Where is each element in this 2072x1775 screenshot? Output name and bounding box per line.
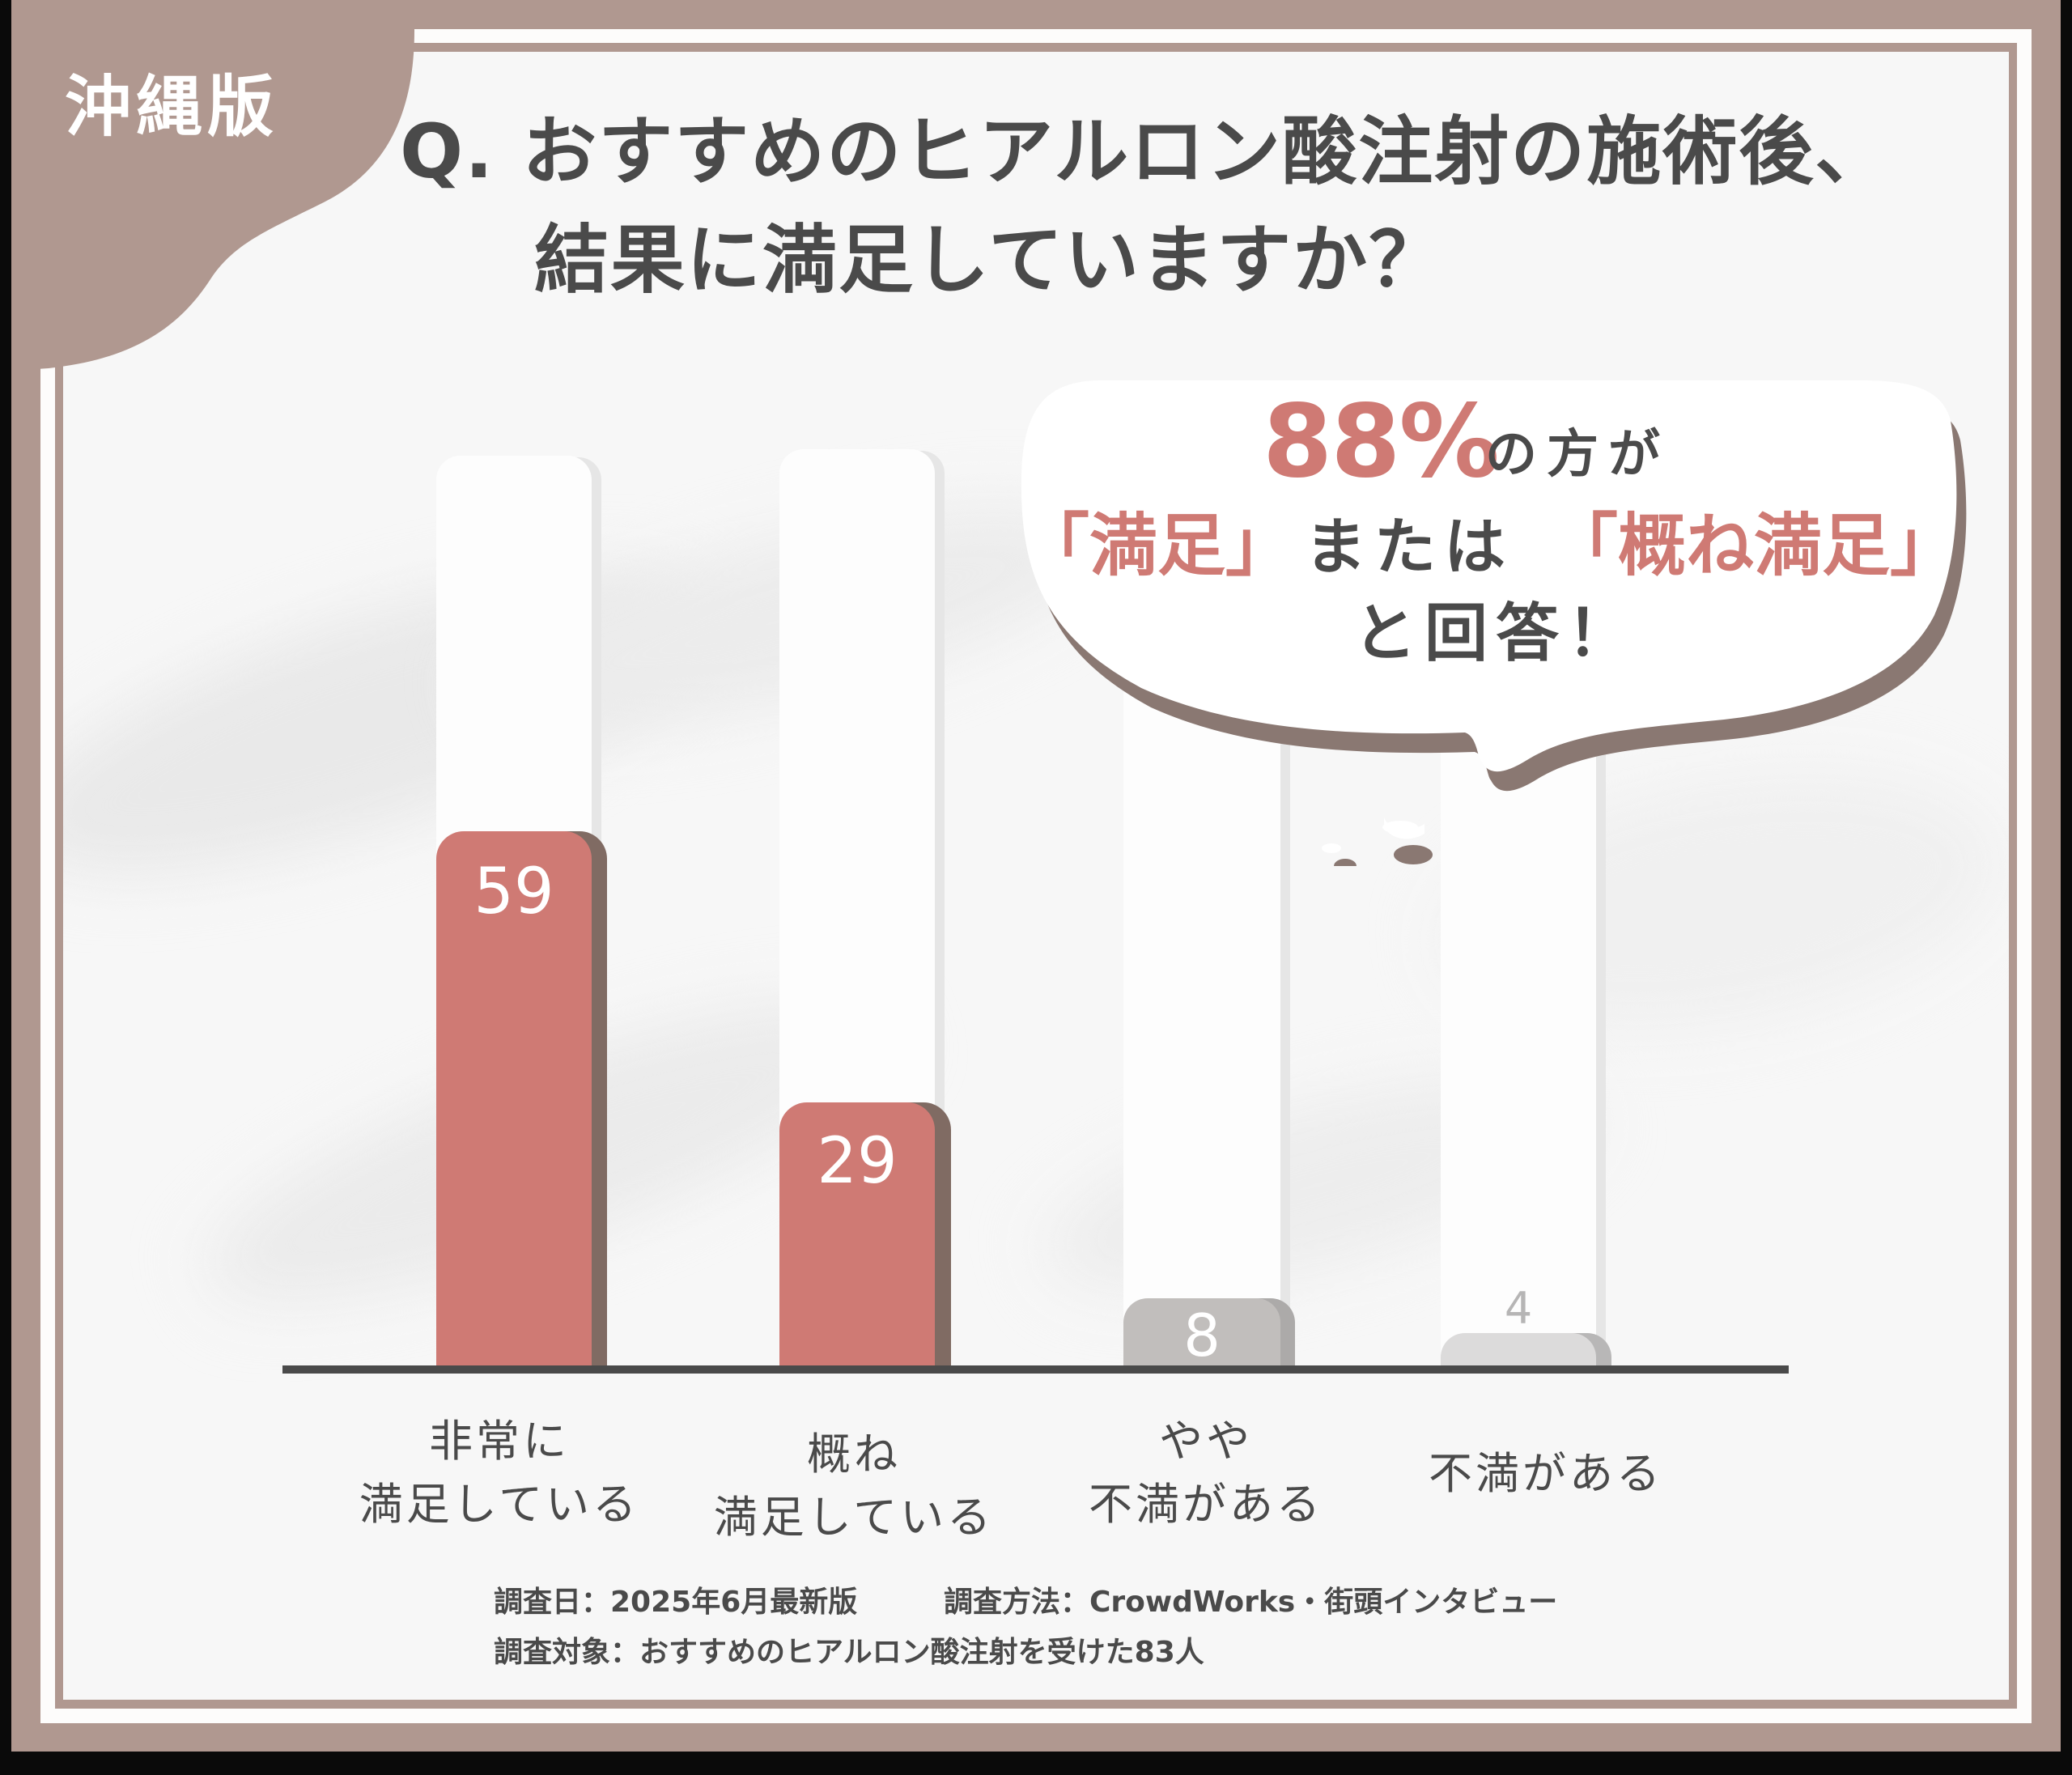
callout-quote-mostly-satisfied: 「概ね満足」 [1550, 506, 1959, 585]
x-label-somewhat-dissatisfied: やや 不満がある [1089, 1410, 1323, 1536]
bar-value: 8 [1183, 1302, 1221, 1369]
x-label-line1: やや [1159, 1416, 1253, 1467]
corner-badge-shape [11, 0, 414, 371]
x-label-line1: 非常に [428, 1416, 570, 1467]
x-label-line1: 概ね [806, 1429, 901, 1480]
question-title-line1: Q. おすすめのヒアルロン酸注射の施術後、 [400, 108, 1892, 195]
footer-survey-date: 調査日：2025年6月最新版 [494, 1586, 858, 1619]
bar-value: 59 [473, 856, 554, 928]
bar-value-outside: 4 [1504, 1283, 1533, 1334]
x-axis-baseline [282, 1365, 1789, 1374]
footer-survey-method: 調査方法：CrowdWorks・街頭インタビュー [944, 1586, 1558, 1619]
bar-very-satisfied: 59 [436, 831, 592, 1365]
bar-dissatisfied [1441, 1333, 1596, 1365]
x-label-dissatisfied: 不満がある [1429, 1442, 1663, 1505]
bar-track-3 [1123, 664, 1280, 1365]
callout-connector: または [1305, 511, 1514, 583]
x-label-mostly-satisfied: 概ね 満足している [714, 1423, 994, 1549]
x-label-very-satisfied: 非常に 満足している [359, 1410, 639, 1536]
question-title-line2: 結果に満足していますか？ [534, 217, 1446, 304]
bar-value: 29 [817, 1125, 898, 1198]
bar-mostly-satisfied: 29 [779, 1102, 935, 1365]
footer-survey-target: 調査対象：おすすめのヒアルロン酸注射を受けた83人 [494, 1636, 1204, 1669]
region-badge-label: 沖縄版 [65, 69, 279, 146]
callout-line1-suffix: の方が [1485, 425, 1670, 485]
speech-bubble [1021, 380, 1967, 866]
callout-quote-satisfied: 「満足」 [1021, 506, 1294, 585]
callout-percent: 88% [1263, 384, 1500, 500]
bar-somewhat-dissatisfied: 8 [1123, 1298, 1280, 1365]
x-label-line2: 満足している [359, 1479, 640, 1530]
chart-panel [63, 52, 2009, 1700]
x-label-line2: 不満がある [1089, 1479, 1323, 1530]
x-label-line1: 不満がある [1429, 1448, 1663, 1499]
x-label-line2: 満足している [713, 1492, 995, 1543]
callout-line3: と回答！ [1353, 597, 1639, 670]
